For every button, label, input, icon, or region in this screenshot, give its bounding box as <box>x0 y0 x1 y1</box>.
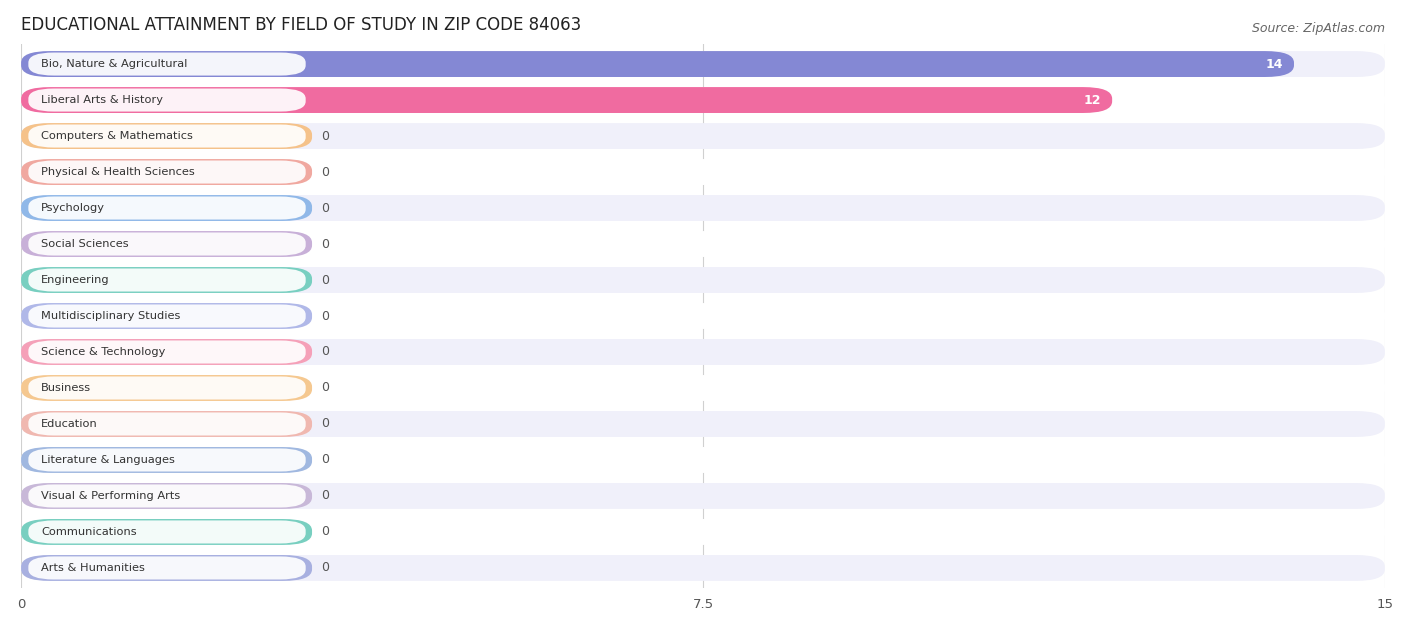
FancyBboxPatch shape <box>21 447 1385 473</box>
FancyBboxPatch shape <box>21 123 312 149</box>
Text: 0: 0 <box>321 130 329 143</box>
Text: Science & Technology: Science & Technology <box>41 347 166 357</box>
Text: Source: ZipAtlas.com: Source: ZipAtlas.com <box>1251 22 1385 35</box>
FancyBboxPatch shape <box>21 267 312 293</box>
FancyBboxPatch shape <box>21 555 312 581</box>
Text: Computers & Mathematics: Computers & Mathematics <box>41 131 193 141</box>
Text: 14: 14 <box>1265 58 1284 71</box>
FancyBboxPatch shape <box>21 87 1112 113</box>
Text: 0: 0 <box>321 274 329 286</box>
FancyBboxPatch shape <box>28 52 305 76</box>
FancyBboxPatch shape <box>28 88 305 112</box>
FancyBboxPatch shape <box>21 375 1385 401</box>
Text: 0: 0 <box>321 166 329 178</box>
FancyBboxPatch shape <box>28 413 305 435</box>
Text: Liberal Arts & History: Liberal Arts & History <box>41 95 163 105</box>
FancyBboxPatch shape <box>21 159 1385 185</box>
FancyBboxPatch shape <box>28 377 305 399</box>
Text: 12: 12 <box>1084 94 1101 107</box>
Text: Social Sciences: Social Sciences <box>41 239 129 249</box>
Text: Multidisciplinary Studies: Multidisciplinary Studies <box>41 311 180 321</box>
Text: 0: 0 <box>321 489 329 502</box>
FancyBboxPatch shape <box>28 269 305 291</box>
Text: 0: 0 <box>321 561 329 574</box>
FancyBboxPatch shape <box>21 519 1385 545</box>
FancyBboxPatch shape <box>21 87 1385 113</box>
FancyBboxPatch shape <box>21 519 312 545</box>
FancyBboxPatch shape <box>21 231 312 257</box>
FancyBboxPatch shape <box>28 161 305 183</box>
Text: 0: 0 <box>321 202 329 214</box>
FancyBboxPatch shape <box>21 195 1385 221</box>
Text: 0: 0 <box>321 418 329 430</box>
Text: Arts & Humanities: Arts & Humanities <box>41 563 145 573</box>
FancyBboxPatch shape <box>21 51 1385 77</box>
Text: 0: 0 <box>321 310 329 322</box>
FancyBboxPatch shape <box>21 123 1385 149</box>
FancyBboxPatch shape <box>21 411 312 437</box>
Text: 0: 0 <box>321 238 329 250</box>
FancyBboxPatch shape <box>21 303 1385 329</box>
FancyBboxPatch shape <box>21 303 312 329</box>
Text: EDUCATIONAL ATTAINMENT BY FIELD OF STUDY IN ZIP CODE 84063: EDUCATIONAL ATTAINMENT BY FIELD OF STUDY… <box>21 16 581 34</box>
FancyBboxPatch shape <box>21 339 1385 365</box>
Text: 0: 0 <box>321 454 329 466</box>
Text: 0: 0 <box>321 382 329 394</box>
Text: 0: 0 <box>321 346 329 358</box>
Text: Bio, Nature & Agricultural: Bio, Nature & Agricultural <box>41 59 187 69</box>
Text: 0: 0 <box>321 525 329 538</box>
FancyBboxPatch shape <box>21 159 312 185</box>
Text: Engineering: Engineering <box>41 275 110 285</box>
Text: Literature & Languages: Literature & Languages <box>41 455 174 465</box>
Text: Communications: Communications <box>41 527 136 537</box>
FancyBboxPatch shape <box>28 485 305 507</box>
FancyBboxPatch shape <box>21 447 312 473</box>
FancyBboxPatch shape <box>21 339 312 365</box>
FancyBboxPatch shape <box>28 449 305 471</box>
Text: Physical & Health Sciences: Physical & Health Sciences <box>41 167 195 177</box>
FancyBboxPatch shape <box>28 556 305 580</box>
FancyBboxPatch shape <box>21 231 1385 257</box>
FancyBboxPatch shape <box>28 341 305 363</box>
Text: Psychology: Psychology <box>41 203 105 213</box>
FancyBboxPatch shape <box>21 51 1294 77</box>
Text: Business: Business <box>41 383 91 393</box>
FancyBboxPatch shape <box>21 483 1385 509</box>
FancyBboxPatch shape <box>28 520 305 544</box>
FancyBboxPatch shape <box>28 125 305 147</box>
Text: Education: Education <box>41 419 98 429</box>
FancyBboxPatch shape <box>28 305 305 327</box>
FancyBboxPatch shape <box>21 411 1385 437</box>
FancyBboxPatch shape <box>21 483 312 509</box>
Text: Visual & Performing Arts: Visual & Performing Arts <box>41 491 180 501</box>
FancyBboxPatch shape <box>21 555 1385 581</box>
FancyBboxPatch shape <box>21 267 1385 293</box>
FancyBboxPatch shape <box>21 375 312 401</box>
FancyBboxPatch shape <box>28 197 305 219</box>
FancyBboxPatch shape <box>28 233 305 255</box>
FancyBboxPatch shape <box>21 195 312 221</box>
